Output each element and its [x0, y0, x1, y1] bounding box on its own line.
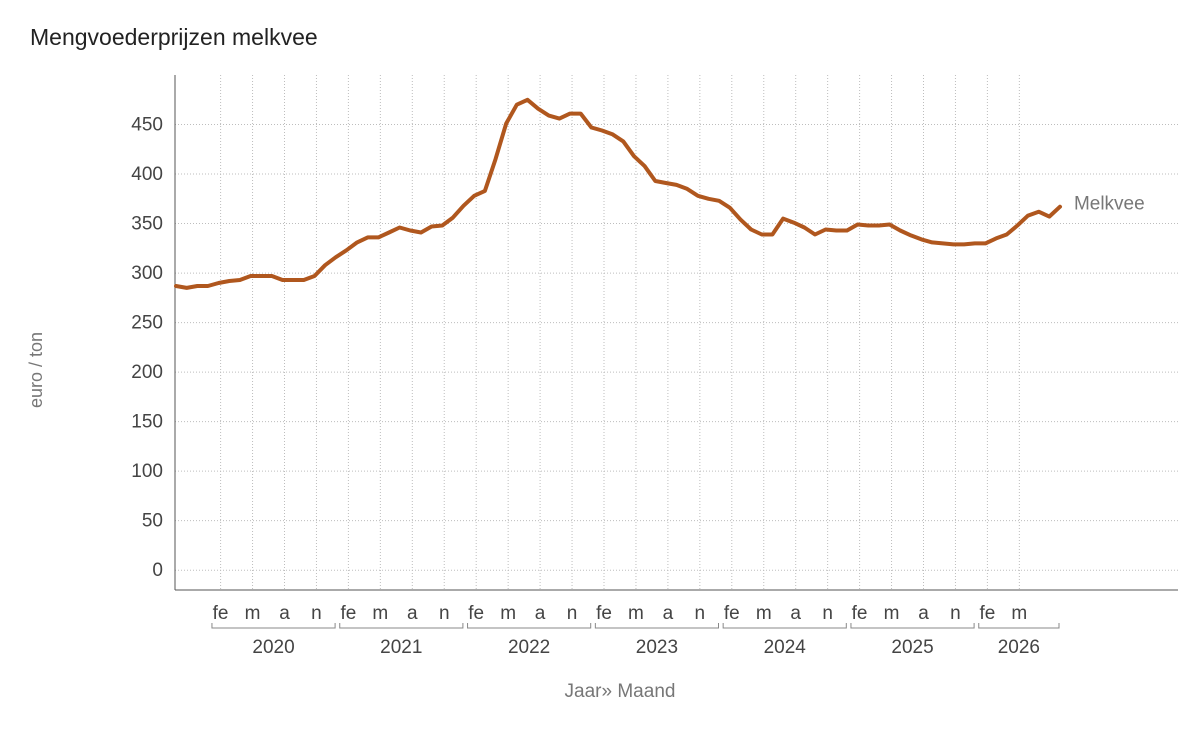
year-label: 2025	[891, 637, 933, 658]
year-label: 2020	[252, 637, 294, 658]
year-label: 2026	[998, 637, 1040, 658]
month-tick-label: m	[1011, 603, 1027, 624]
year-bracket	[850, 623, 975, 629]
chart-title: Mengvoederprijzen melkvee	[30, 24, 318, 50]
y-tick-label: 50	[142, 511, 163, 532]
month-tick-label: n	[311, 603, 322, 624]
year-bracket	[594, 623, 719, 629]
year-bracket	[211, 623, 336, 629]
y-tick-label: 0	[152, 560, 163, 581]
year-bracket	[978, 623, 1060, 629]
month-tick-label: m	[628, 603, 644, 624]
month-tick-label: a	[663, 603, 674, 624]
series-label: Melkvee	[1074, 194, 1145, 215]
month-tick-label: fe	[596, 603, 612, 624]
month-tick-label: m	[372, 603, 388, 624]
year-bracket	[467, 623, 592, 629]
month-tick-label: fe	[468, 603, 484, 624]
year-label: 2022	[508, 637, 550, 658]
month-tick-label: n	[822, 603, 833, 624]
month-tick-label: n	[439, 603, 450, 624]
y-tick-labels: 0 50 100 150 200 250 300 350 400 450	[131, 115, 163, 582]
month-tick-label: fe	[852, 603, 868, 624]
axes	[174, 75, 1178, 591]
year-label: 2024	[764, 637, 807, 658]
y-tick-label: 300	[131, 263, 163, 284]
y-tick-label: 150	[131, 412, 163, 433]
y-tick-label: 100	[131, 461, 163, 482]
y-tick-label: 400	[131, 164, 163, 185]
month-tick-label: a	[279, 603, 290, 624]
series-line-melkvee	[174, 97, 1062, 290]
month-tick-label: a	[790, 603, 801, 624]
year-bracket	[339, 623, 464, 629]
series-lines: Melkvee	[174, 97, 1145, 290]
y-tick-label: 250	[131, 313, 163, 334]
month-tick-label: m	[245, 603, 261, 624]
month-tick-label: a	[407, 603, 418, 624]
month-tick-label: fe	[979, 603, 995, 624]
year-label: 2023	[636, 637, 678, 658]
month-tick-label: m	[756, 603, 772, 624]
grid	[175, 75, 1178, 590]
month-tick-label: n	[567, 603, 578, 624]
y-tick-label: 200	[131, 362, 163, 383]
month-tick-label: n	[695, 603, 706, 624]
y-axis-label: euro / ton	[26, 332, 46, 408]
month-tick-label: fe	[724, 603, 740, 624]
month-tick-label: fe	[213, 603, 229, 624]
month-tick-label: m	[500, 603, 516, 624]
month-tick-label: n	[950, 603, 961, 624]
y-tick-label: 350	[131, 214, 163, 235]
month-tick-label: a	[918, 603, 929, 624]
y-tick-label: 450	[131, 115, 163, 136]
year-bracket	[722, 623, 847, 629]
year-label: 2021	[380, 637, 422, 658]
x-axis-label: Jaar» Maand	[565, 681, 676, 702]
month-tick-label: m	[884, 603, 900, 624]
month-tick-label: fe	[340, 603, 356, 624]
month-tick-label: a	[535, 603, 546, 624]
